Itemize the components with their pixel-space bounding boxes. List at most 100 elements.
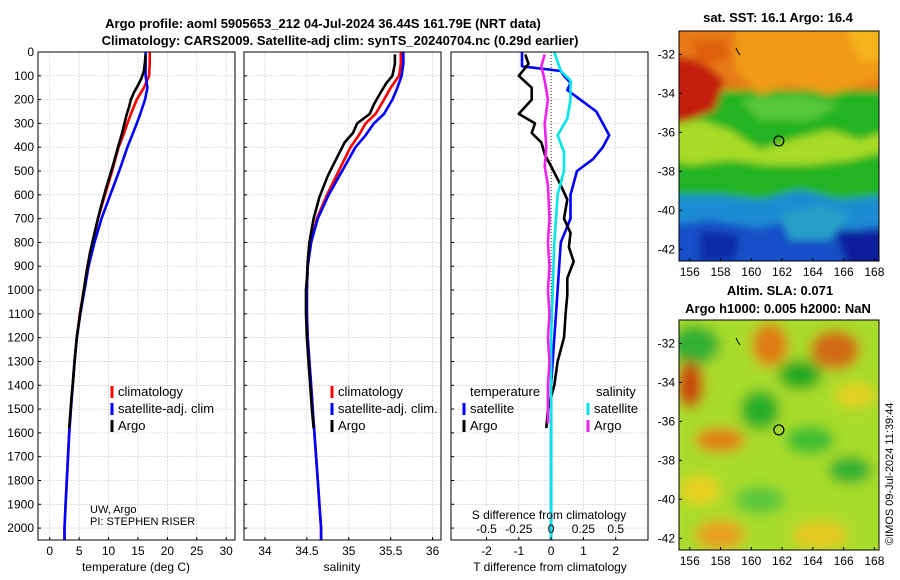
y-tick-label: 500 [14, 164, 34, 178]
x-tick-label: -2 [481, 544, 492, 558]
lon-tick-label: 166 [834, 554, 854, 568]
x-tick-label: 34 [258, 544, 272, 558]
s-diff-tick-label: -0.5 [476, 522, 497, 536]
sst-map-frame [678, 30, 880, 262]
difference-legend: temperature salinity satellite Argo sate… [462, 384, 638, 433]
x-tick-label: 5 [76, 544, 83, 558]
s-diff-axis-label: S difference from climatology [472, 508, 627, 522]
argo-location-marker-sst [773, 135, 785, 147]
sla-map-frame [678, 319, 880, 551]
axes-frame [450, 51, 649, 541]
x-axis-label: salinity [324, 560, 361, 574]
x-tick-label: -1 [513, 544, 524, 558]
lon-tick-label: 166 [834, 265, 854, 279]
y-tick-label: 800 [14, 235, 34, 249]
lon-tick-label: 162 [772, 554, 792, 568]
legend-title-salinity: salinity [596, 384, 636, 399]
x-tick-label: 25 [190, 544, 204, 558]
legend-label-satellite: satellite-adj. clim. [338, 401, 438, 416]
lat-tick-label: -38 [658, 164, 676, 178]
lat-tick-label: -40 [658, 492, 676, 506]
lon-tick-label: 160 [741, 265, 761, 279]
temperature-panel: 0100200300400500600700800900100011001200… [7, 45, 236, 574]
series-line-argo [67, 54, 147, 429]
y-tick-label: 600 [14, 188, 34, 202]
lat-tick-label: -40 [658, 203, 676, 217]
series-line-satellite-adj-clim [63, 52, 149, 540]
grid [38, 51, 235, 540]
sst-map-axes: 156 158 160 162 164 166 168 -32 -34 -36 -38 -40 -42 [658, 47, 885, 279]
sla-map-axes: 156 158 160 162 164 166 168 -32 -34 -36 -38 -40 -42 [658, 336, 885, 568]
credit-pi: PI: STEPHEN RISER [90, 516, 195, 528]
lat-tick-label: -34 [658, 86, 676, 100]
credit-institution: UW, Argo [90, 504, 136, 516]
legend-label-climatology: climatology [338, 384, 404, 399]
y-tick-label: 400 [14, 140, 34, 154]
y-tick-label: 100 [14, 69, 34, 83]
x-tick-label: 0 [46, 544, 53, 558]
y-tick-label: 1600 [7, 426, 34, 440]
argo-location-marker-sla [773, 424, 785, 436]
x-tick-label: 15 [131, 544, 145, 558]
series-line-s-satellite [549, 51, 572, 540]
sst-map-image [679, 31, 879, 261]
grid [244, 51, 441, 540]
legend-label-s-satellite: satellite [594, 401, 638, 416]
series-line-climatology [305, 52, 403, 540]
legend-label-satellite: satellite-adj. clim [118, 401, 214, 416]
title-line-2: Climatology: CARS2009. Satellite-adj cli… [102, 33, 579, 48]
axes-frame [37, 51, 236, 541]
y-tick-label: 0 [27, 45, 34, 59]
s-diff-tick-label: 0.5 [607, 522, 624, 536]
lon-tick-label: 158 [711, 265, 731, 279]
salinity-legend: climatology satellite-adj. clim. Argo [330, 384, 438, 433]
s-diff-tick-label: 0.25 [572, 522, 596, 536]
sla-map-image [679, 320, 879, 550]
x-tick-label: 1 [580, 544, 587, 558]
float-track-sla [735, 337, 741, 346]
series-line-argo [304, 54, 397, 429]
x-tick-label: 35.5 [379, 544, 403, 558]
y-tick-label: 300 [14, 116, 34, 130]
lon-tick-label: 160 [741, 554, 761, 568]
y-tick-label: 1200 [7, 331, 34, 345]
y-tick-label: 1700 [7, 450, 34, 464]
imos-watermark: ©IMOS 09-Jul-2024 11:39:44 [884, 403, 896, 545]
s-diff-tick-label: 0 [548, 522, 555, 536]
y-tick-label: 1000 [7, 283, 34, 297]
sla-map-title-1: Altim. SLA: 0.071 [727, 283, 833, 298]
x-tick-label: 2 [612, 544, 619, 558]
title-line-1: Argo profile: aoml 5905653_212 04-Jul-20… [105, 16, 541, 31]
lon-tick-label: 168 [864, 265, 884, 279]
x-tick-label: 34.5 [295, 544, 319, 558]
y-tick-label: 1400 [7, 378, 34, 392]
lat-tick-label: -34 [658, 375, 676, 389]
y-tick-label: 1500 [7, 402, 34, 416]
lat-tick-label: -36 [658, 125, 676, 139]
series-line-s-argo [540, 54, 551, 424]
y-tick-label: 700 [14, 212, 34, 226]
legend-label-t-satellite: satellite [470, 401, 514, 416]
x-tick-label: 0 [548, 544, 555, 558]
y-tick-label: 2000 [7, 521, 34, 535]
y-tick-label: 1900 [7, 497, 34, 511]
y-tick-label: 1100 [8, 307, 34, 321]
y-tick-label: 200 [14, 93, 34, 107]
lon-tick-label: 158 [711, 554, 731, 568]
x-tick-label: 30 [219, 544, 233, 558]
x-tick-label: 35 [342, 544, 356, 558]
salinity-panel: 34 34.5 35 35.5 36 salinity [243, 51, 442, 574]
sst-map-title: sat. SST: 16.1 Argo: 16.4 [703, 10, 854, 25]
legend-label-climatology: climatology [118, 384, 184, 399]
lon-tick-label: 156 [680, 554, 700, 568]
sla-map-title-2: Argo h1000: 0.005 h2000: NaN [685, 301, 871, 316]
lat-tick-label: -38 [658, 453, 676, 467]
float-track-sst [735, 47, 741, 56]
lat-tick-label: -42 [658, 242, 676, 256]
legend-label-argo: Argo [338, 418, 365, 433]
y-tick-label: 1800 [7, 473, 34, 487]
legend-label-argo: Argo [118, 418, 145, 433]
lon-tick-label: 156 [680, 265, 700, 279]
x-axis-label: T difference from climatology [473, 560, 627, 574]
